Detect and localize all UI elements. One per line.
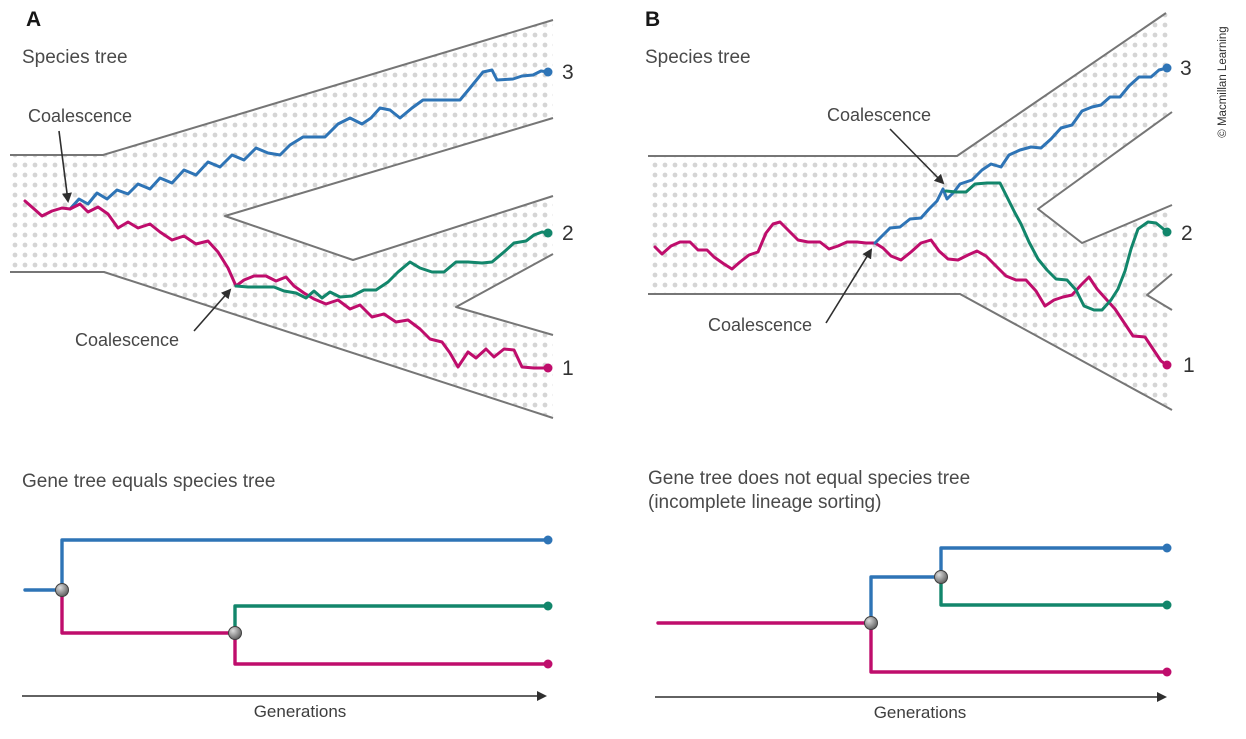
gene-tree-a-tip-green: [543, 601, 553, 611]
panel-a-generations-label: Generations: [254, 702, 347, 721]
tip-dot-b-1: [1162, 360, 1172, 370]
species-tree-b-outline-wedge1: [1037, 111, 1173, 244]
tip-dot-a-1: [543, 363, 553, 373]
species-tree-a-outline-bottom: [10, 271, 554, 419]
gene-tree-b-node-2: [934, 570, 948, 584]
lineage-a-green: [234, 230, 550, 300]
gene-tree-b-branch-green: [939, 575, 1169, 607]
gene-tree-b-branch-magenta: [656, 621, 1169, 674]
tip-dot-a-2: [543, 228, 553, 238]
panel-b-tip-label-3: 3: [1180, 57, 1192, 80]
panel-a-coalescence-arrow-1: [58, 130, 72, 203]
species-tree-b-outline-bottom: [648, 293, 1173, 411]
panel-b: B Species tree Coalescence Coalescence 3…: [645, 8, 1195, 722]
gene-tree-a-node-1: [55, 583, 69, 597]
panel-a-coalescence-label-2: Coalescence: [75, 330, 179, 350]
species-tree-a-fill: [10, 20, 553, 418]
panel-a-tip-label-1: 1: [562, 357, 574, 380]
gene-tree-b-tip-magenta: [1162, 667, 1172, 677]
lineage-a-blue: [68, 68, 550, 211]
species-tree-b-outline-wedge2: [1146, 273, 1173, 311]
species-tree-a-outline-top: [10, 19, 554, 156]
species-tree-a-outline-wedge2: [455, 253, 554, 336]
panel-a-tip-label-2: 2: [562, 222, 574, 245]
panel-b-tip-label-2: 2: [1181, 222, 1193, 245]
gene-tree-a-tip-blue: [543, 535, 553, 545]
panel-a-gene-tree: Gene tree equals species tree Generation…: [22, 471, 553, 721]
panel-a-coalescence-label-1: Coalescence: [28, 106, 132, 126]
gene-tree-a-node-2: [228, 626, 242, 640]
lineage-b-green: [944, 181, 1169, 312]
panel-b-tip-label-1: 1: [1183, 354, 1195, 377]
gene-tree-b-tip-blue: [1162, 543, 1172, 553]
panel-b-species-tree-title: Species tree: [645, 47, 751, 68]
lineage-b-blue: [873, 66, 1169, 245]
panel-b-generations-label: Generations: [874, 703, 967, 722]
panel-a-label: A: [26, 8, 41, 31]
species-tree-b-outline-top: [648, 12, 1167, 157]
panel-b-gene-tree-subtitle: (incomplete lineage sorting): [648, 492, 881, 513]
lineage-b-magenta: [653, 220, 1169, 367]
gene-tree-a-branch-green: [233, 604, 550, 635]
gene-tree-b-node-1: [864, 616, 878, 630]
panel-b-gene-tree: Gene tree does not equal species tree (i…: [648, 468, 1172, 722]
panel-a-coalescence-arrow-2: [193, 288, 232, 332]
panel-b-coalescence-arrow-1: [889, 128, 945, 185]
gene-tree-a-tip-magenta: [543, 659, 553, 669]
publisher-credit: © Macmillan Learning: [1217, 26, 1229, 137]
panel-b-gene-tree-title: Gene tree does not equal species tree: [648, 468, 970, 489]
panel-a-species-tree: A Species tree Coalescence Coalescence 3…: [10, 8, 574, 419]
panel-b-label: B: [645, 8, 660, 31]
panel-a-gene-tree-title: Gene tree equals species tree: [22, 471, 276, 492]
tip-dot-b-3: [1162, 63, 1172, 73]
tip-dot-a-3: [543, 67, 553, 77]
gene-tree-b-tip-green: [1162, 600, 1172, 610]
gene-tree-a-branch-magenta: [60, 588, 550, 666]
panel-b-species-tree: B Species tree Coalescence Coalescence 3…: [645, 8, 1195, 411]
panel-b-coalescence-arrow-2: [825, 248, 873, 324]
panel-b-coalescence-label-2: Coalescence: [708, 315, 812, 335]
panel-a-tip-label-3: 3: [562, 61, 574, 84]
panel-a: A Species tree Coalescence Coalescence 3…: [10, 8, 574, 721]
panel-b-coalescence-label-1: Coalescence: [827, 105, 931, 125]
panel-a-species-tree-title: Species tree: [22, 47, 128, 68]
species-tree-a-outline-wedge1: [224, 117, 554, 261]
tip-dot-b-2: [1162, 227, 1172, 237]
gene-tree-b-branch-blue: [869, 546, 1169, 625]
species-tree-b-fill: [648, 13, 1172, 409]
gene-tree-a-branch-blue: [23, 538, 550, 592]
lineage-a-magenta: [23, 199, 550, 370]
